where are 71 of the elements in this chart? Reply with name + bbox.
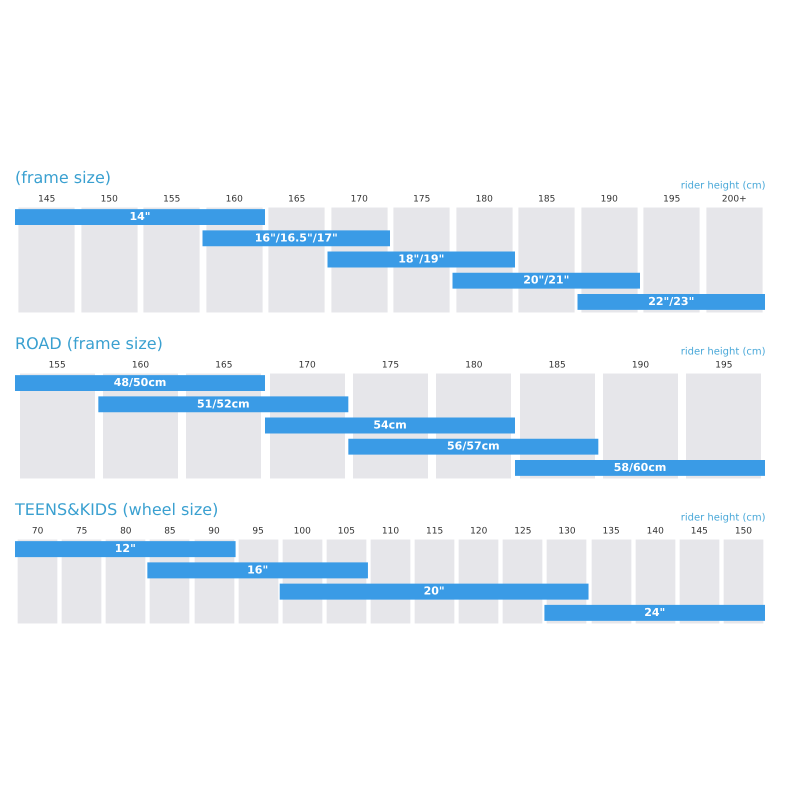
x-tick-label: 160 (132, 360, 150, 370)
x-tick-label: 180 (476, 194, 494, 204)
bar (328, 252, 515, 268)
x-tick-label: 130 (558, 526, 576, 536)
bar (15, 541, 236, 558)
x-tick-label: 85 (164, 526, 176, 536)
x-tick-label: 155 (163, 194, 180, 204)
y-tick-label: 56/57cm (447, 440, 500, 453)
bar (15, 209, 265, 226)
chart-title: (frame size) (15, 168, 112, 187)
x-tick-label: 155 (48, 360, 66, 370)
y-tick-label: 58/60cm (614, 460, 666, 474)
x-tick-label: 140 (646, 526, 664, 536)
bar (265, 418, 515, 434)
y-tick-label: 16" (247, 563, 268, 576)
x-tick-label: 105 (338, 526, 355, 536)
x-tick-label: 175 (413, 194, 430, 204)
x-tick-label: 175 (382, 360, 400, 370)
x-tick-label: 100 (294, 526, 312, 536)
x-tick-label: 120 (470, 526, 488, 536)
x-tick-label: 190 (632, 360, 650, 370)
x-axis-title: rider height (cm) (680, 512, 766, 524)
x-tick-label: 110 (382, 526, 400, 536)
chart-title: TEENS&KIDS (wheel size) (14, 500, 218, 519)
y-tick-label: 20" (424, 584, 445, 598)
x-tick-label: 195 (663, 194, 680, 204)
y-tick-label: 24" (644, 606, 666, 619)
bar (147, 562, 368, 578)
x-tick-label: 80 (120, 526, 132, 536)
x-tick-label: 75 (76, 526, 88, 536)
x-tick-label: 195 (715, 360, 732, 370)
y-tick-label: 20"/21" (523, 274, 570, 287)
y-tick-label: 14" (129, 210, 151, 224)
bar (15, 375, 265, 392)
y-tick-label: 12" (114, 542, 136, 556)
x-tick-label: 135 (602, 526, 620, 536)
x-tick-label: 165 (288, 194, 306, 204)
bar (544, 604, 765, 621)
y-tick-label: 48/50cm (114, 376, 166, 390)
y-tick-label: 51/52cm (197, 397, 250, 410)
y-tick-label: 18"/19" (398, 252, 444, 266)
x-tick-label: 150 (734, 526, 752, 536)
bar (348, 438, 598, 455)
bar (280, 584, 589, 600)
y-tick-label: 22"/23" (648, 294, 694, 308)
x-tick-label: 185 (548, 360, 566, 370)
bar (515, 460, 765, 476)
x-tick-label: 165 (215, 360, 232, 370)
x-tick-label: 145 (38, 194, 56, 204)
x-tick-label: 145 (690, 526, 708, 536)
x-tick-label: 180 (465, 360, 483, 370)
x-tick-label: 70 (32, 526, 44, 536)
x-tick-label: 170 (350, 194, 368, 204)
x-tick-label: 150 (100, 194, 118, 204)
bar (98, 396, 348, 412)
x-tick-label: 200+ (722, 194, 747, 204)
x-tick-label: 190 (600, 194, 618, 204)
x-tick-label: 160 (226, 194, 244, 204)
x-tick-label: 125 (514, 526, 532, 536)
x-tick-label: 170 (298, 360, 316, 370)
x-tick-label: 95 (252, 526, 264, 536)
bar (578, 294, 765, 310)
x-tick-label: 115 (426, 526, 444, 536)
x-tick-label: 185 (538, 194, 556, 204)
x-tick-label: 90 (208, 526, 220, 536)
x-axis-title: rider height (cm) (680, 180, 766, 192)
y-tick-label: 54cm (373, 418, 407, 432)
y-tick-label: 16"/16.5"/17" (254, 231, 338, 244)
chart-title: ROAD (frame size) (15, 334, 163, 353)
bar (452, 272, 640, 289)
x-axis-title: rider height (cm) (680, 346, 766, 358)
